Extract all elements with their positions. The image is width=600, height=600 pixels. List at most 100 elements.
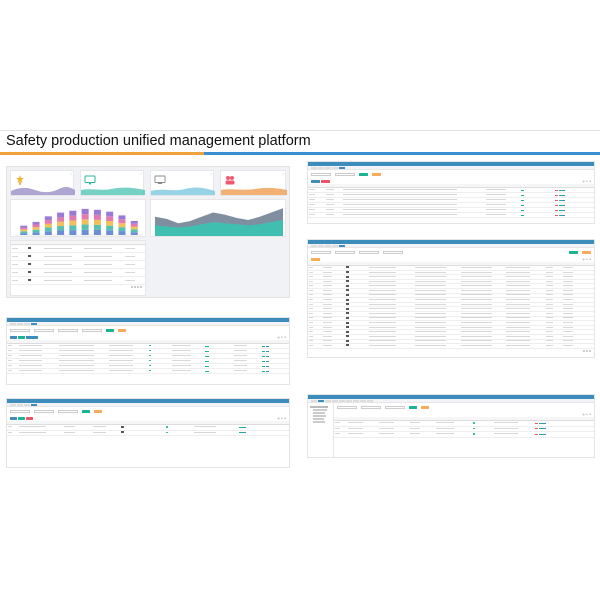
filter-input[interactable] [385, 406, 405, 409]
delete-row-button[interactable] [554, 199, 559, 201]
edit-row-button[interactable] [538, 422, 542, 424]
table-row[interactable] [308, 279, 594, 285]
edit-row-button[interactable] [261, 345, 266, 347]
view-row-button[interactable] [562, 189, 566, 191]
table-row[interactable] [308, 288, 594, 294]
filter-input[interactable] [58, 329, 78, 332]
delete-row-button[interactable] [535, 433, 539, 435]
view-row-button[interactable] [562, 194, 566, 196]
filter-input[interactable] [335, 251, 355, 254]
table-row[interactable] [308, 192, 594, 199]
table-row[interactable] [11, 276, 145, 286]
filter-input[interactable] [82, 329, 102, 332]
table-row[interactable] [308, 325, 594, 331]
search-button[interactable] [82, 410, 90, 413]
edit-row-button[interactable] [239, 432, 243, 434]
filter-input[interactable] [311, 173, 331, 176]
status-toggle[interactable] [148, 369, 152, 372]
add-button[interactable] [311, 180, 320, 183]
org-tree[interactable] [308, 403, 334, 457]
edit-row-button[interactable] [261, 355, 266, 357]
delete-row-button[interactable] [554, 209, 559, 211]
table-row[interactable] [334, 431, 594, 438]
edit-row-button[interactable] [538, 428, 542, 430]
table-row[interactable] [308, 311, 594, 317]
delete-row-button[interactable] [535, 422, 539, 424]
view-row-button[interactable] [562, 204, 566, 206]
table-row[interactable] [308, 329, 594, 335]
status-toggle[interactable] [148, 349, 152, 352]
delete-row-button[interactable] [554, 214, 559, 216]
view-row-button[interactable] [265, 355, 269, 357]
status-toggle[interactable] [472, 422, 476, 424]
filter-input[interactable] [359, 251, 379, 254]
table-row[interactable] [334, 420, 594, 427]
add-button[interactable] [10, 417, 17, 420]
reset-button[interactable] [94, 410, 102, 413]
reset-button[interactable] [118, 329, 126, 332]
view-row-button[interactable] [542, 422, 546, 424]
table-row[interactable] [308, 197, 594, 204]
edit-row-button[interactable] [558, 189, 562, 191]
table-row[interactable] [7, 363, 289, 370]
view-row-button[interactable] [562, 199, 566, 201]
table-row[interactable] [308, 283, 594, 290]
table-row[interactable] [308, 265, 594, 271]
pagination[interactable] [130, 286, 142, 289]
table-tools[interactable]: ▤ ⟳ ⚙ [582, 258, 591, 261]
view-row-button[interactable] [562, 214, 566, 216]
view-row-button[interactable] [265, 350, 269, 352]
status-toggle[interactable] [148, 344, 152, 347]
delete-row-button[interactable] [554, 204, 559, 206]
status-toggle[interactable] [472, 427, 476, 430]
filter-input[interactable] [34, 329, 54, 332]
search-button[interactable] [569, 251, 578, 254]
edit-row-button[interactable] [261, 370, 266, 372]
table-tools[interactable]: ▤ ⟳ ⚙ [277, 336, 286, 339]
table-row[interactable] [7, 343, 289, 350]
table-row[interactable] [7, 348, 289, 355]
table-row[interactable] [308, 187, 594, 194]
view-row-button[interactable] [243, 432, 247, 434]
table-row[interactable] [7, 430, 289, 437]
table-row[interactable] [308, 270, 594, 276]
filter-input[interactable] [335, 173, 355, 176]
edit-button[interactable] [18, 417, 25, 420]
table-row[interactable] [308, 202, 594, 209]
table-row[interactable] [308, 212, 594, 219]
table-row[interactable] [308, 302, 594, 308]
table-row[interactable] [308, 297, 594, 303]
delete-row-button[interactable] [554, 194, 559, 196]
close-icon[interactable]: × [210, 172, 212, 176]
view-row-button[interactable] [562, 209, 566, 211]
import-button[interactable] [26, 336, 38, 339]
reset-button[interactable] [582, 251, 591, 254]
edit-row-button[interactable] [558, 209, 562, 211]
filter-input[interactable] [361, 406, 381, 409]
table-row[interactable] [11, 268, 145, 278]
table-row[interactable] [308, 343, 594, 349]
table-row[interactable] [308, 334, 594, 340]
search-button[interactable] [409, 406, 417, 409]
edit-row-button[interactable] [261, 365, 266, 367]
edit-row-button[interactable] [261, 350, 266, 352]
edit-row-button[interactable] [558, 214, 562, 216]
edit-row-button[interactable] [239, 426, 243, 428]
table-row[interactable] [7, 368, 289, 375]
view-row-button[interactable] [265, 365, 269, 367]
table-row[interactable] [308, 306, 594, 312]
status-toggle[interactable] [165, 431, 169, 434]
reset-button[interactable] [372, 173, 381, 176]
table-row[interactable] [308, 339, 594, 345]
view-row-button[interactable] [542, 428, 546, 430]
table-row[interactable] [308, 207, 594, 214]
close-icon[interactable]: × [282, 172, 284, 176]
delete-row-button[interactable] [554, 189, 559, 191]
table-row[interactable] [334, 426, 594, 433]
filter-input[interactable] [337, 406, 357, 409]
delete-button[interactable] [26, 417, 33, 420]
edit-row-button[interactable] [558, 199, 562, 201]
reset-button[interactable] [421, 406, 429, 409]
status-toggle[interactable] [148, 364, 152, 367]
close-icon[interactable]: × [70, 172, 72, 176]
